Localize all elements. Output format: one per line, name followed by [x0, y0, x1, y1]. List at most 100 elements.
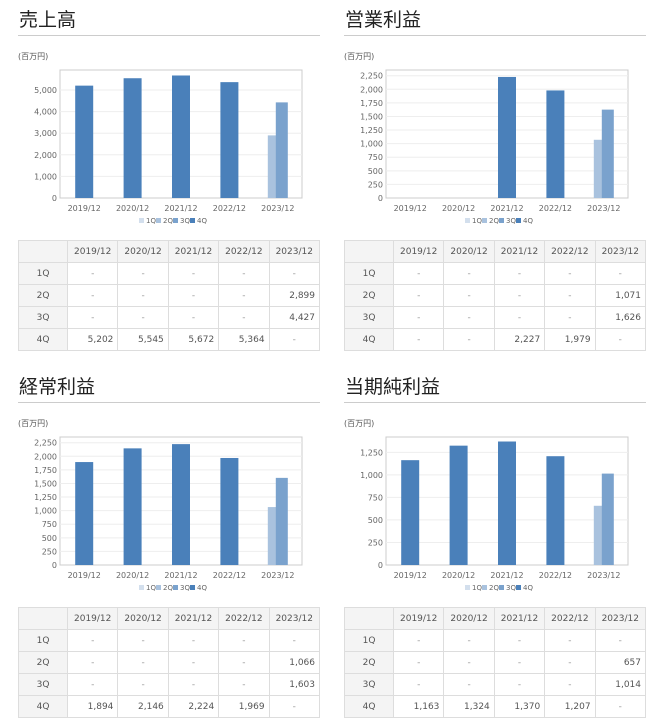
table-cell: -: [443, 629, 495, 652]
table-cell: -: [392, 262, 445, 285]
bar-2q-2023-12[interactable]: [267, 135, 278, 198]
column-header: 2022/12: [218, 607, 270, 630]
bar-3q-2023-12[interactable]: [275, 102, 288, 198]
table-cell: -: [66, 262, 119, 285]
section-title: 当期純利益: [344, 372, 646, 403]
legend-label[interactable]: 4Q: [197, 584, 207, 592]
x-tick-label: 2020/12: [116, 571, 149, 580]
legend-label[interactable]: 2Q: [163, 217, 173, 225]
bar-2q-2023-12[interactable]: [593, 139, 604, 198]
row-label: 2Q: [18, 284, 68, 307]
legend-swatch-3q: [173, 585, 178, 590]
bar-4q-2019-12[interactable]: [75, 462, 94, 565]
bar-2q-2023-12[interactable]: [593, 505, 604, 565]
column-header: 2019/12: [392, 240, 445, 263]
y-tick-label: 750: [368, 153, 383, 162]
legend-label[interactable]: 3Q: [506, 584, 516, 592]
bar-4q-2021-12[interactable]: [498, 76, 516, 198]
legend-label[interactable]: 2Q: [163, 584, 173, 592]
legend-swatch-2q: [156, 218, 161, 223]
legend-label[interactable]: 2Q: [489, 217, 499, 225]
column-header: 2019/12: [66, 240, 119, 263]
table-cell: -: [167, 629, 220, 652]
table-row: 4Q - -2,227 1,979-: [344, 328, 647, 351]
bar-3q-2023-12[interactable]: [601, 473, 614, 565]
table-cell: -: [594, 328, 647, 351]
bar-4q-2019-12[interactable]: [401, 460, 420, 565]
row-label: 4Q: [18, 695, 68, 718]
legend-label[interactable]: 4Q: [197, 217, 207, 225]
legend-label[interactable]: 3Q: [180, 217, 190, 225]
x-tick-label: 2022/12: [539, 571, 572, 580]
legend-label[interactable]: 3Q: [506, 217, 516, 225]
row-label: 1Q: [18, 262, 68, 285]
bar-4q-2022-12[interactable]: [546, 456, 565, 565]
table-cell: -: [392, 673, 445, 696]
table-cell: 1,324: [443, 695, 495, 718]
bar-4q-2020-12[interactable]: [123, 448, 142, 565]
column-header: 2023/12: [268, 607, 321, 630]
y-tick-label: 250: [368, 180, 383, 189]
y-tick-label: 1,000: [360, 471, 383, 480]
bar-2q-2023-12[interactable]: [267, 507, 278, 565]
table-row: 2Q - - - -2,899: [18, 284, 321, 307]
legend-label[interactable]: 4Q: [523, 217, 533, 225]
legend-swatch-4q: [190, 218, 195, 223]
column-header: 2019/12: [392, 607, 445, 630]
table-cell: -: [544, 306, 596, 329]
y-tick-label: 750: [368, 493, 383, 502]
column-header: 2020/12: [117, 240, 169, 263]
bar-chart: 0 250 500 750 1,000 1,250 1,500 1,750 2,000 2,250…: [360, 69, 629, 225]
legend-label[interactable]: 2Q: [489, 584, 499, 592]
row-label: 4Q: [344, 695, 394, 718]
legend-label[interactable]: 1Q: [146, 584, 156, 592]
bar-4q-2022-12[interactable]: [220, 82, 239, 198]
table-cell: -: [443, 262, 495, 285]
legend-swatch-4q: [516, 585, 521, 590]
bar-4q-2021-12[interactable]: [172, 444, 190, 565]
legend-label[interactable]: 1Q: [146, 217, 156, 225]
bar-4q-2022-12[interactable]: [220, 457, 239, 565]
x-tick-label: 2021/12: [490, 571, 523, 580]
y-tick-label: 0: [378, 194, 383, 203]
legend-swatch-3q: [499, 585, 504, 590]
legend-label[interactable]: 1Q: [472, 217, 482, 225]
column-header: 2022/12: [218, 240, 270, 263]
legend-swatch-3q: [173, 218, 178, 223]
table-row: 3Q - - - -1,603: [18, 673, 321, 696]
table-cell: -: [117, 262, 169, 285]
bar-4q-2019-12[interactable]: [75, 85, 94, 198]
table-cell: -: [392, 328, 445, 351]
table-cell: -: [66, 306, 119, 329]
bar-3q-2023-12[interactable]: [601, 109, 614, 198]
table-cell: 1,979: [544, 328, 596, 351]
bar-4q-2020-12[interactable]: [123, 78, 142, 198]
y-tick-label: 2,000: [34, 452, 57, 461]
corner-cell: [18, 607, 68, 630]
legend-label[interactable]: 4Q: [523, 584, 533, 592]
bar-3q-2023-12[interactable]: [275, 477, 288, 565]
unit-label: (百万円): [18, 52, 49, 61]
y-tick-label: 0: [52, 561, 57, 570]
y-tick-label: 1,000: [360, 140, 383, 149]
x-tick-label: 2021/12: [164, 204, 197, 213]
table-cell: -: [392, 651, 445, 674]
y-tick-label: 250: [368, 538, 383, 547]
table-row: 1Q - - - - -: [344, 262, 647, 285]
bar-4q-2020-12[interactable]: [449, 445, 468, 565]
legend-label[interactable]: 3Q: [180, 584, 190, 592]
table-cell: -: [167, 651, 220, 674]
table-cell: -: [544, 673, 596, 696]
row-label: 2Q: [18, 651, 68, 674]
legend-label[interactable]: 1Q: [472, 584, 482, 592]
bar-4q-2021-12[interactable]: [172, 75, 190, 198]
bar-4q-2022-12[interactable]: [546, 90, 565, 198]
y-tick-label: 1,000: [34, 507, 57, 516]
y-tick-label: 2,000: [360, 85, 383, 94]
unit-label: (百万円): [344, 419, 375, 428]
bar-4q-2021-12[interactable]: [498, 441, 516, 565]
legend-swatch-4q: [190, 585, 195, 590]
legend-swatch-4q: [516, 218, 521, 223]
table-row: 3Q - - - -1,014: [344, 673, 647, 696]
table-cell: 5,545: [117, 328, 169, 351]
